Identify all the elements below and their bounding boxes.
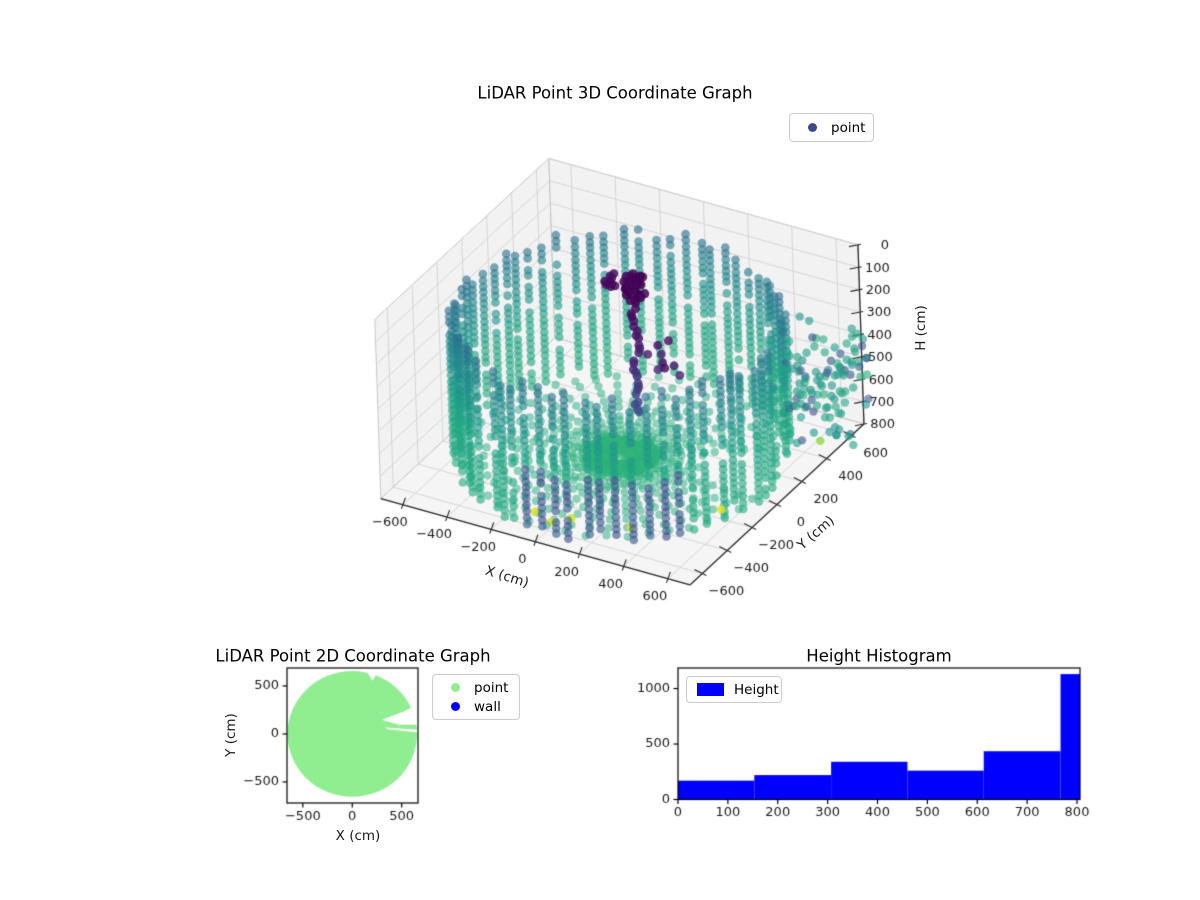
hist-title: Height Histogram [806, 646, 952, 666]
plot3d-title: LiDAR Point 3D Coordinate Graph [477, 83, 753, 103]
plot3d-zlabel: H (cm) [913, 305, 929, 351]
plot2d-title: LiDAR Point 2D Coordinate Graph [215, 646, 491, 666]
plot2d-legend-label-point: point [474, 679, 509, 696]
plot2d-legend-label-wall: wall [474, 698, 501, 715]
hist-legend-label: Height [734, 681, 779, 698]
plot3d-legend-label: point [831, 119, 866, 136]
plot2d-legend: point wall [432, 674, 520, 720]
height-patch-icon [697, 683, 724, 696]
plot2d-legend-item-wall: wall [443, 699, 509, 715]
plot2d-ylabel: Y (cm) [223, 713, 239, 757]
hist-legend: Height [686, 676, 782, 703]
plot2d-xlabel: X (cm) [335, 828, 381, 844]
plot3d-legend: point [789, 113, 874, 142]
hist-legend-item: Height [697, 682, 779, 698]
point-marker-icon [451, 683, 460, 692]
wall-marker-icon [451, 702, 460, 711]
plot2d-legend-item-point: point [443, 680, 509, 696]
plot3d-legend-item: point [800, 119, 866, 136]
point-marker-icon [808, 123, 817, 132]
